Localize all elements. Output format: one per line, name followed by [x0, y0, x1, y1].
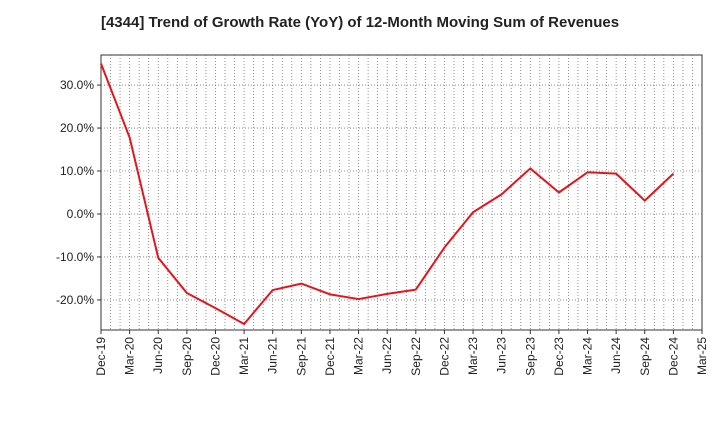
y-tick-label: 0.0% [67, 207, 95, 221]
plot-area [100, 54, 703, 331]
y-tick-label: -20.0% [56, 293, 94, 307]
x-tick-label: Mar-23 [466, 337, 480, 375]
x-tick-label: Dec-20 [208, 337, 222, 376]
x-tick-label: Sep-23 [523, 337, 537, 376]
x-tick-label: Dec-24 [666, 337, 680, 376]
x-tick-label: Mar-25 [695, 337, 709, 375]
x-tick-label: Jun-21 [266, 337, 280, 374]
x-tick-label: Dec-21 [323, 337, 337, 376]
x-tick-label: Sep-24 [638, 337, 652, 376]
x-tick-label: Dec-23 [552, 337, 566, 376]
x-tick-label: Jun-24 [609, 337, 623, 374]
x-tick-label: Mar-21 [237, 337, 251, 375]
x-tick-label: Dec-19 [94, 337, 108, 376]
x-axis: Dec-19 Mar-20 Jun-20 Sep-20 Dec-20 Mar-21 Jun-… [94, 330, 709, 376]
y-axis: -20.0% -10.0% 0.0% 10.0% 20.0% 30.0% [56, 78, 101, 307]
x-tick-label: Jun-22 [380, 337, 394, 374]
y-tick-label: 20.0% [60, 121, 94, 135]
x-tick-label: Sep-22 [409, 337, 423, 376]
x-tick-label: Sep-20 [180, 337, 194, 376]
y-tick-label: 10.0% [60, 164, 94, 178]
grid [101, 55, 702, 330]
x-tick-label: Jun-20 [151, 337, 165, 374]
y-tick-label: -10.0% [56, 250, 94, 264]
series-group [100, 63, 675, 325]
x-tick-label: Jun-23 [495, 337, 509, 374]
chart-title: [4344] Trend of Growth Rate (YoY) of 12-… [100, 14, 620, 31]
series-line [100, 63, 675, 325]
x-tick-label: Mar-20 [123, 337, 137, 375]
x-tick-label: Mar-24 [581, 337, 595, 375]
x-tick-label: Dec-22 [437, 337, 451, 376]
x-tick-label: Sep-21 [294, 337, 308, 376]
x-tick-label: Mar-22 [352, 337, 366, 375]
y-tick-label: 30.0% [60, 78, 94, 92]
